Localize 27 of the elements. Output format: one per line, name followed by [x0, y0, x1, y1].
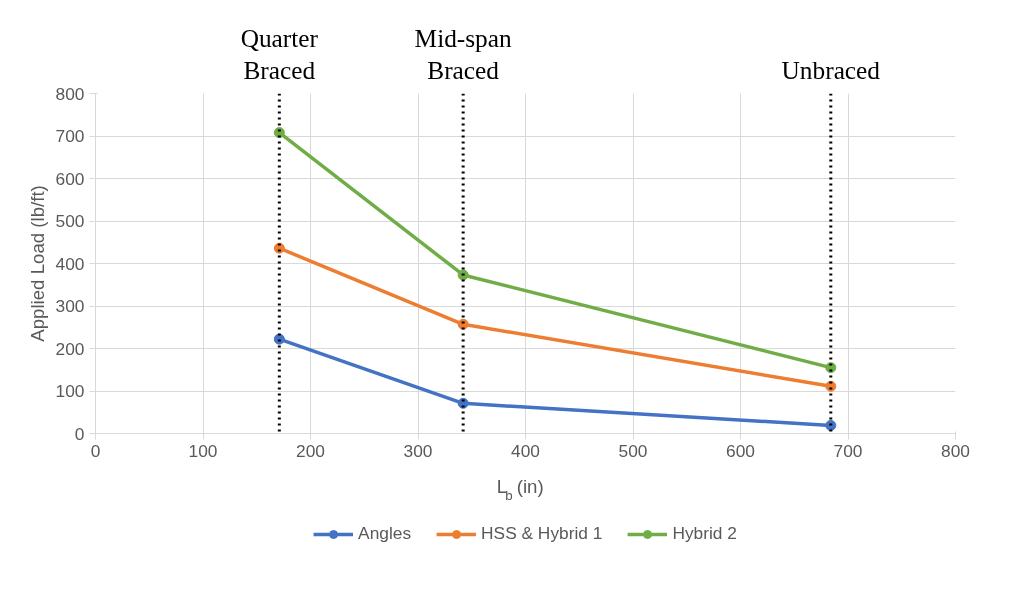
- legend-label: Angles: [358, 523, 412, 544]
- x-tick-label: 600: [726, 440, 755, 461]
- y-tick-label: 100: [55, 381, 85, 401]
- y-tick-label: 800: [55, 83, 85, 104]
- y-tick-label: 600: [55, 168, 85, 189]
- ref-line-label: Mid-span Braced: [414, 23, 513, 84]
- ref-line-label: Quarter Braced: [240, 23, 319, 84]
- x-tick-label: 300: [403, 440, 433, 461]
- y-tick-label: 700: [55, 126, 85, 146]
- x-tick-label: 200: [296, 440, 325, 461]
- x-tick-label: 700: [833, 440, 863, 461]
- x-tick-label: 100: [188, 440, 218, 461]
- point: [457, 269, 469, 281]
- y-tick-label: 500: [55, 211, 85, 231]
- point: [825, 419, 837, 431]
- x-tick-label: 0: [90, 440, 101, 461]
- y-tick-label: 300: [55, 296, 85, 316]
- x-tick-label: 500: [618, 440, 648, 461]
- x-tick-label: 800: [941, 440, 970, 461]
- y-tick-label: 200: [55, 338, 85, 359]
- y-axis-title: Applied Load (lb/ft): [26, 185, 48, 342]
- y-tick-label: 0: [74, 423, 85, 444]
- x-tick-label: 400: [511, 440, 540, 461]
- legend-label: HSS & Hybrid 1: [481, 523, 603, 544]
- y-tick-label: 400: [55, 253, 85, 274]
- legend-label: Hybrid 2: [672, 523, 737, 544]
- ref-line-label: Unbraced: [781, 55, 881, 84]
